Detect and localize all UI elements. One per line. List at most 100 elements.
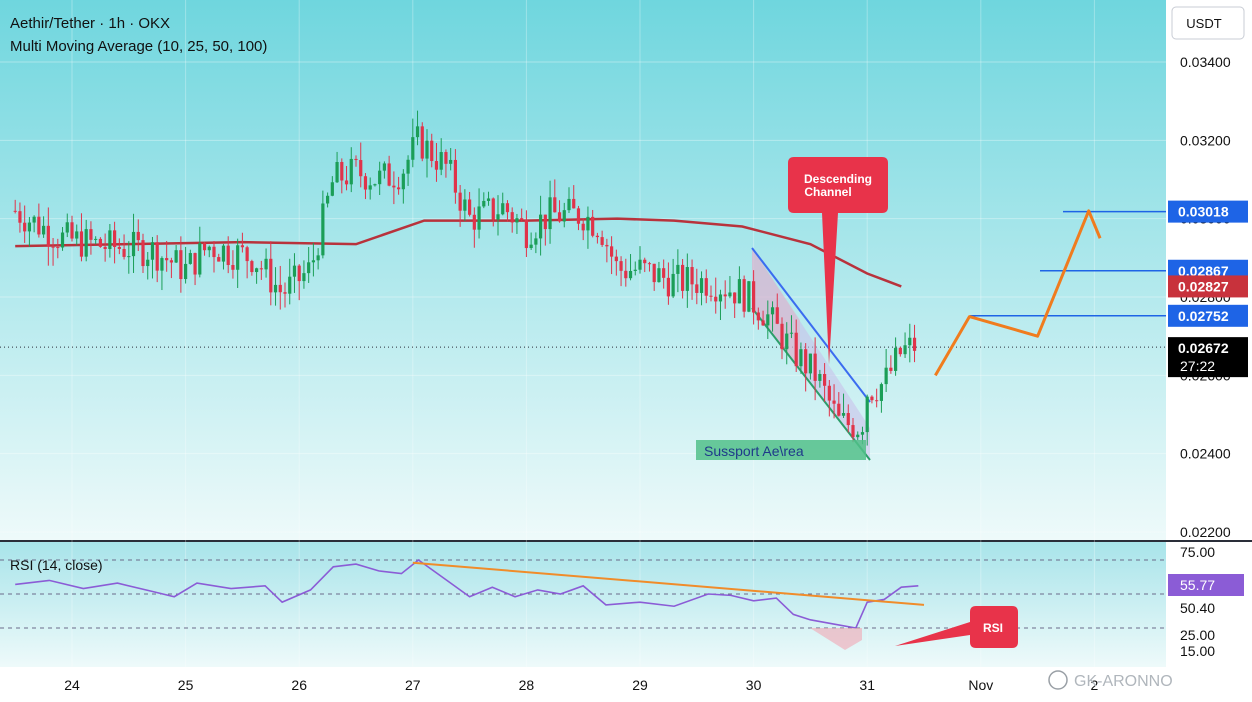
candle-body — [510, 212, 514, 223]
x-tick-label: 26 — [291, 677, 307, 693]
candle-body — [84, 229, 88, 257]
candle-body — [273, 284, 278, 293]
candle-body — [562, 210, 566, 222]
watermark-icon — [1048, 670, 1068, 690]
candle-body — [307, 262, 311, 274]
candle-body — [463, 199, 467, 211]
candle-body — [576, 208, 581, 224]
candle-body — [889, 367, 893, 371]
candle-body — [359, 160, 363, 177]
candle-body — [486, 198, 491, 201]
price-label-text: 0.02867 — [1178, 263, 1229, 279]
candle-body — [728, 292, 732, 297]
candle-body — [704, 278, 708, 296]
candle-body — [94, 238, 98, 240]
watermark-text: GK-ARONNO — [1074, 673, 1173, 690]
candle-body — [709, 295, 713, 297]
candle-body — [908, 337, 912, 346]
candle-body — [439, 152, 443, 170]
currency-button[interactable] — [1171, 6, 1245, 40]
candle-body — [827, 385, 831, 401]
price-label-text: 0.02827 — [1178, 278, 1229, 294]
rsi-tick-75: 75.00 — [1180, 544, 1215, 560]
candle-body — [496, 214, 500, 220]
rsi-tick-50: 50.40 — [1180, 600, 1215, 616]
candle-body — [610, 246, 614, 257]
candle-body — [472, 214, 476, 230]
candle-body — [354, 158, 358, 161]
candle-body — [770, 307, 775, 315]
candle-body — [113, 230, 117, 247]
candle-body — [236, 245, 240, 270]
candle-body — [415, 126, 420, 138]
x-tick-label: 31 — [859, 677, 875, 693]
x-tick-label: 30 — [746, 677, 762, 693]
candle-body — [548, 197, 552, 230]
candle-body — [46, 225, 50, 247]
candle-body — [458, 192, 462, 211]
rsi-value: 55.77 — [1180, 577, 1215, 593]
candle-body — [841, 413, 846, 416]
candle-body — [572, 198, 576, 209]
candle-body — [605, 244, 609, 247]
price-label-badge — [1168, 275, 1248, 298]
resistance-lines — [970, 210, 1166, 317]
candle-body — [766, 314, 770, 326]
rsi-label: RSI (14, close) — [10, 557, 103, 573]
candle-body — [117, 246, 121, 249]
candle-body — [879, 384, 883, 401]
candle-body — [387, 163, 391, 186]
rsi-tick-25: 25.00 — [1180, 627, 1215, 643]
candle-body — [198, 243, 202, 275]
candle-body — [23, 222, 27, 232]
candle-body — [316, 255, 320, 261]
candle-body — [363, 176, 368, 190]
candle-body — [108, 230, 112, 250]
candle-body — [647, 263, 652, 265]
projection-path — [934, 209, 1102, 377]
candle-body — [515, 218, 519, 223]
candle-body — [65, 222, 69, 233]
candle-body — [179, 250, 183, 280]
candle-body — [420, 126, 424, 159]
currency-label: USDT — [1186, 16, 1221, 31]
candle-body — [411, 137, 415, 160]
rsi-callout — [895, 606, 1018, 648]
candle-body — [406, 159, 410, 174]
candle-body — [804, 349, 808, 374]
rsi-pane-background — [0, 542, 1166, 667]
candle-body — [425, 140, 429, 159]
candle-body — [292, 265, 297, 277]
x-tick-label: 28 — [519, 677, 535, 693]
main-pane-background — [0, 0, 1166, 540]
x-tick-label: 29 — [632, 677, 648, 693]
candle-body — [856, 434, 860, 438]
candle-body — [221, 245, 226, 262]
candle-body — [591, 216, 595, 236]
candles — [13, 110, 917, 446]
candle-body — [501, 203, 505, 215]
candle-body — [397, 187, 401, 190]
candle-body — [837, 403, 841, 416]
candle-body — [349, 158, 353, 185]
x-tick-label: Nov — [968, 677, 993, 693]
candle-body — [912, 337, 917, 351]
candle-body — [652, 263, 656, 283]
candle-body — [184, 263, 188, 280]
candle-body — [302, 273, 306, 282]
x-axis-labels: 24 25 26 27 28 29 30 31 Nov 2 — [64, 677, 1098, 693]
candle-body — [875, 400, 879, 402]
candle-body — [160, 258, 164, 271]
candle-body — [344, 180, 349, 185]
candle-body — [884, 367, 888, 385]
candle-body — [131, 231, 136, 257]
y-tick-label: 0.02400 — [1180, 446, 1231, 462]
candle-body — [624, 270, 628, 279]
countdown-text: 27:22 — [1180, 358, 1215, 374]
candle-body — [628, 270, 633, 279]
chart-title: Aethir/Tether · 1h · OKX — [10, 15, 170, 32]
candle-body — [288, 276, 292, 294]
candle-body — [335, 161, 339, 183]
